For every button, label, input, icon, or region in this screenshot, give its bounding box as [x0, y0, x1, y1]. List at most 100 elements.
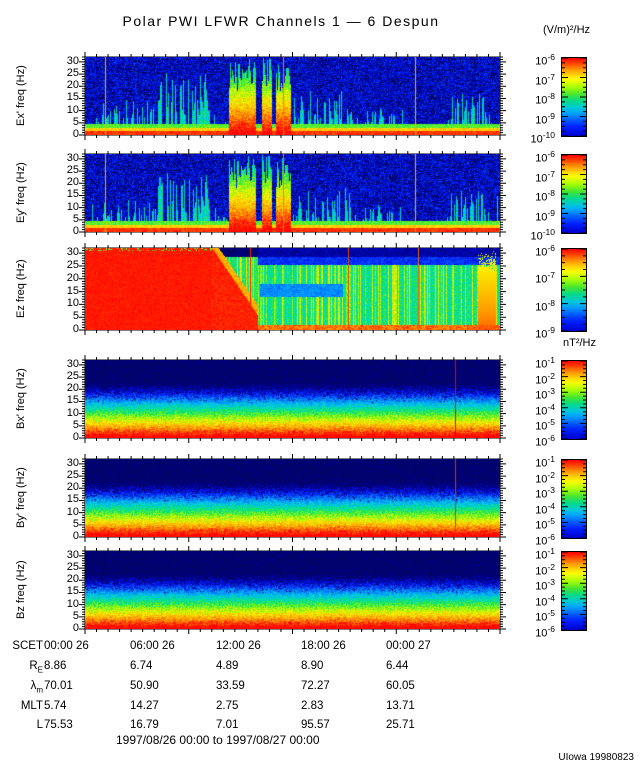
colorbar-tick-label: 10-2: [535, 370, 555, 387]
panel-ey-colorbar: [561, 154, 587, 234]
freq-tick-label: 10: [66, 297, 79, 310]
freq-tick-label: 30: [66, 54, 79, 67]
ephemeris-value: 25.71: [386, 719, 415, 731]
panel-ez-colorbar: [561, 248, 587, 332]
ephemeris-row-label: RE: [29, 660, 43, 675]
ephemeris-value: 6.44: [386, 660, 409, 672]
ephemeris-value: 2.75: [216, 700, 239, 712]
freq-tick-label: 5: [72, 212, 79, 225]
freq-tick-label: 20: [66, 481, 79, 494]
freq-tick-label: 5: [72, 310, 79, 323]
colorbar-tick-label: 10-3: [535, 485, 555, 501]
colorbar-tick-label: 10-2: [535, 469, 555, 486]
panel-ez-ylabel: Ez freq (Hz): [15, 259, 27, 319]
panel-bx-spectrogram: [85, 360, 500, 438]
colorbar-tick-label: 10-7: [535, 168, 555, 185]
colorbar-tick-label: 10-9: [535, 207, 555, 224]
ephemeris-value: 50.90: [130, 680, 159, 692]
colorbar-tick-label: 10-5: [535, 417, 555, 434]
colorbar-tick-label: 10-9: [535, 110, 555, 127]
freq-tick-label: 5: [72, 517, 79, 530]
ephemeris-row-label: SCET: [12, 640, 43, 652]
colorbar-tick-label: 10-1: [535, 454, 555, 470]
panel-ex-spectrogram: [85, 57, 500, 135]
freq-tick-label: 10: [66, 597, 79, 610]
freq-tick-label: 10: [66, 505, 79, 518]
colorbar-tick-label: 10-8: [535, 297, 555, 314]
ephemeris-value: 14.27: [130, 700, 159, 712]
colorbar-gradient: [562, 361, 586, 439]
panel-bz-ylabel: Bz freq (Hz): [15, 560, 27, 620]
ephemeris-value: 8.86: [44, 660, 67, 672]
ephemeris-value: 70.01: [44, 680, 73, 692]
colorbar-tick-label: 10-5: [535, 608, 555, 625]
freq-tick-label: 0: [72, 622, 79, 634]
colorbar-tick-label: 10-3: [535, 386, 555, 402]
colorbar-tick-label: 10-6: [535, 624, 555, 640]
freq-tick-label: 25: [66, 370, 79, 383]
colorbar-tick-label: 10-6: [535, 149, 555, 165]
ephemeris-value: 18:00 26: [301, 640, 346, 652]
freq-tick-label: 20: [66, 573, 79, 586]
ephemeris-value: 13.71: [386, 700, 415, 712]
freq-tick-label: 20: [66, 382, 79, 395]
panel-by-spectrogram: [85, 459, 500, 537]
ephemeris-value: 95.57: [301, 719, 330, 731]
ephemeris-value: 75.53: [44, 719, 73, 731]
freq-tick-label: 0: [72, 128, 79, 140]
colorbar-tick-label: 10-7: [535, 270, 555, 286]
panel-by-ylabel: By' freq (Hz): [15, 467, 27, 529]
freq-tick-label: 15: [66, 585, 79, 598]
colorbar-gradient: [562, 552, 586, 630]
ephemeris-value: 00:00 27: [386, 640, 431, 652]
freq-tick-label: 25: [66, 561, 79, 574]
freq-tick-label: 25: [66, 258, 79, 271]
colorbar-tick-label: 10-5: [535, 516, 555, 533]
panel-by-colorbar: [561, 459, 587, 539]
freq-tick-label: 25: [66, 67, 79, 80]
colorbar-tick-label: 10-6: [535, 433, 555, 449]
ephemeris-value: 60.05: [386, 680, 415, 692]
freq-tick-label: 30: [66, 548, 79, 561]
freq-tick-label: 15: [66, 394, 79, 407]
freq-tick-label: 5: [72, 418, 79, 431]
colorbar-tick-label: 10-4: [535, 592, 555, 609]
colorbar-tick-label: 10-10: [530, 227, 555, 243]
ephemeris-value: 5.74: [44, 700, 67, 712]
panel-ex-colorbar: [561, 57, 587, 137]
colorbar-tick-label: 10-4: [535, 401, 555, 418]
freq-tick-label: 30: [66, 246, 79, 259]
ephemeris-value: 33.59: [216, 680, 245, 692]
freq-tick-label: 15: [66, 188, 79, 201]
figure-title: Polar PWI LFWR Channels 1 — 6 Despun: [122, 13, 440, 29]
colorbar-tick-label: 10-3: [535, 577, 555, 593]
freq-tick-label: 5: [72, 115, 79, 128]
ephemeris-value: 72.27: [301, 680, 330, 692]
ephemeris-value: 00:00 26: [44, 640, 89, 652]
panel-bz-colorbar: [561, 551, 587, 631]
freq-tick-label: 15: [66, 91, 79, 104]
freq-tick-label: 25: [66, 164, 79, 177]
colorbar-tick-label: 10-1: [535, 355, 555, 371]
freq-tick-label: 20: [66, 271, 79, 284]
credit-stamp: UIowa 19980823: [558, 752, 634, 763]
magnetic-units-label: nT²/Hz: [563, 337, 596, 349]
colorbar-tick-label: 10-1: [535, 546, 555, 562]
colorbar-tick-label: 10-9: [535, 325, 555, 341]
freq-tick-label: 15: [66, 284, 79, 297]
freq-tick-label: 30: [66, 151, 79, 164]
colorbar-gradient: [562, 249, 586, 331]
ephemeris-value: 16.79: [130, 719, 159, 731]
ephemeris-value: 7.01: [216, 719, 239, 731]
time-range-caption: 1997/08/26 00:00 to 1997/08/27 00:00: [116, 733, 320, 747]
freq-tick-label: 20: [66, 79, 79, 92]
panel-ez-spectrogram: [85, 248, 500, 330]
colorbar-tick-label: 10-8: [535, 91, 555, 107]
panel-ey-spectrogram: [85, 154, 500, 232]
ephemeris-value: 06:00 26: [130, 640, 175, 652]
freq-tick-label: 10: [66, 406, 79, 419]
freq-tick-label: 0: [72, 431, 79, 443]
colorbar-tick-label: 10-6: [535, 532, 555, 548]
ephemeris-value: 4.89: [216, 660, 239, 672]
